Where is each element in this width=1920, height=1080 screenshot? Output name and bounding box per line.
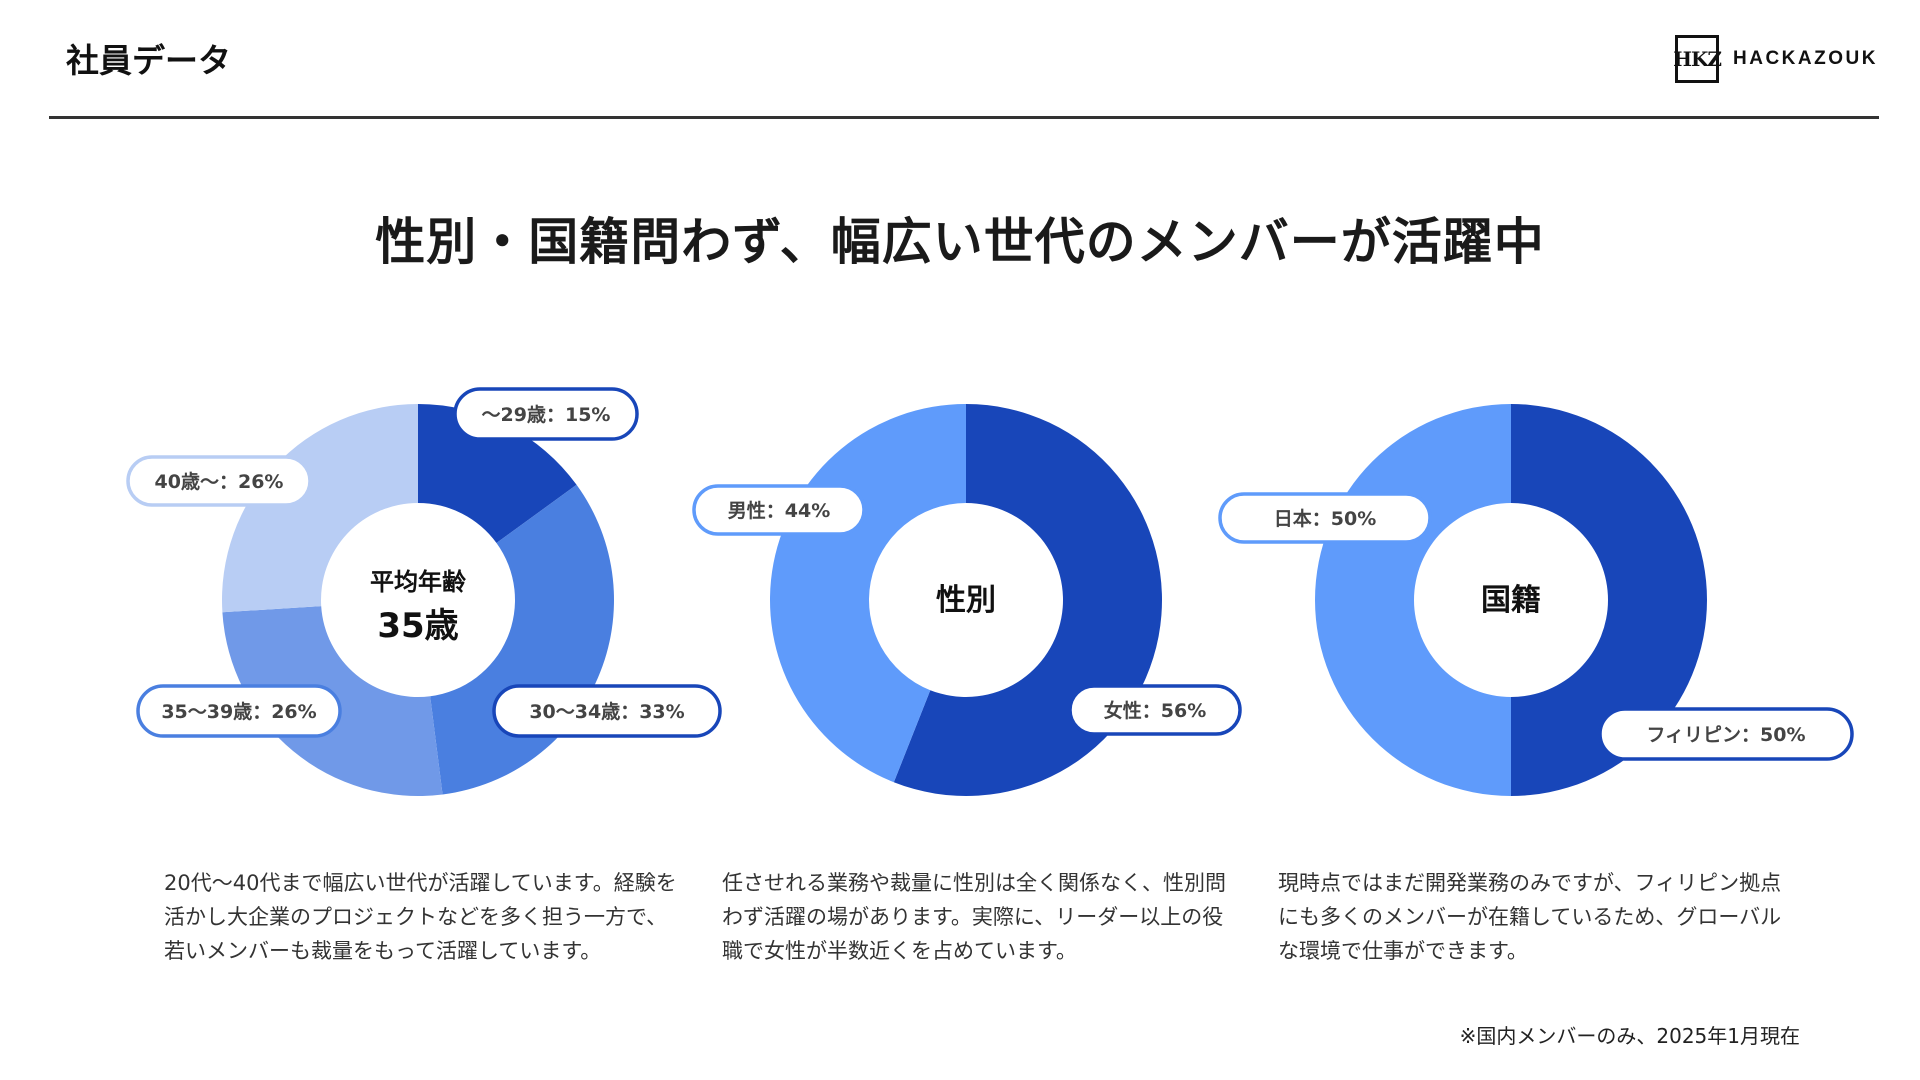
donut-center-label: 性別: [936, 583, 996, 618]
company-logo: HKZ HACKAZOUK: [1673, 33, 1878, 85]
donut-center-label: 平均年齢: [370, 568, 467, 596]
age-donut: 平均年齢 35歳 〜29歳：15% 30〜34歳：33% 35〜39歳：26% 40歳〜：…: [126, 387, 722, 796]
donut-slice: [1511, 404, 1707, 796]
donut-center-value: 35歳: [377, 606, 458, 646]
slice-label-pill: [136, 684, 342, 738]
slice-label: 30〜34歳：33%: [529, 701, 684, 723]
slice-label-pill: [1218, 492, 1432, 544]
page-title: 社員データ: [66, 41, 231, 80]
slice-label: 日本：50%: [1274, 507, 1376, 530]
gender-description: 任させれる業務や裁量に性別は全く関係なく、性別問わず活躍の場があります。実際に、…: [722, 871, 1226, 963]
slice-label: 35〜39歳：26%: [161, 701, 316, 723]
nationality-description: 現時点ではまだ開発業務のみですが、フィリピン拠点にも多くのメンバーが在籍している…: [1278, 871, 1782, 963]
slice-label: 40歳〜：26%: [155, 471, 284, 493]
logo-mark-icon: HKZ: [1673, 35, 1722, 83]
slice-label-pill: [1598, 707, 1854, 761]
slice-label-pill: [1068, 684, 1242, 736]
slice-label-pill: [126, 455, 312, 507]
slice-label: フィリピン：50%: [1646, 724, 1805, 746]
donut-slice: [418, 404, 577, 543]
logo-text: HACKAZOUK: [1733, 48, 1878, 69]
slice-label-pill: [692, 484, 866, 536]
slice-label-pill: [453, 387, 639, 441]
age-description: 20代〜40代まで幅広い世代が活躍しています。経験を活かし大企業のプロジェクトな…: [164, 871, 677, 963]
donut-slice: [221, 404, 418, 613]
header-divider: [49, 116, 1879, 119]
donut-center-label: 国籍: [1481, 583, 1541, 618]
slice-label: 男性：44%: [728, 499, 830, 522]
footnote: ※国内メンバーのみ、2025年1月現在: [1459, 1024, 1800, 1048]
slice-label: 女性：56%: [1104, 699, 1206, 722]
headline: 性別・国籍問わず、幅広い世代のメンバーが活躍中: [375, 213, 1545, 271]
slice-label-pill: [492, 684, 722, 738]
slice-label: 〜29歳：15%: [482, 404, 611, 426]
